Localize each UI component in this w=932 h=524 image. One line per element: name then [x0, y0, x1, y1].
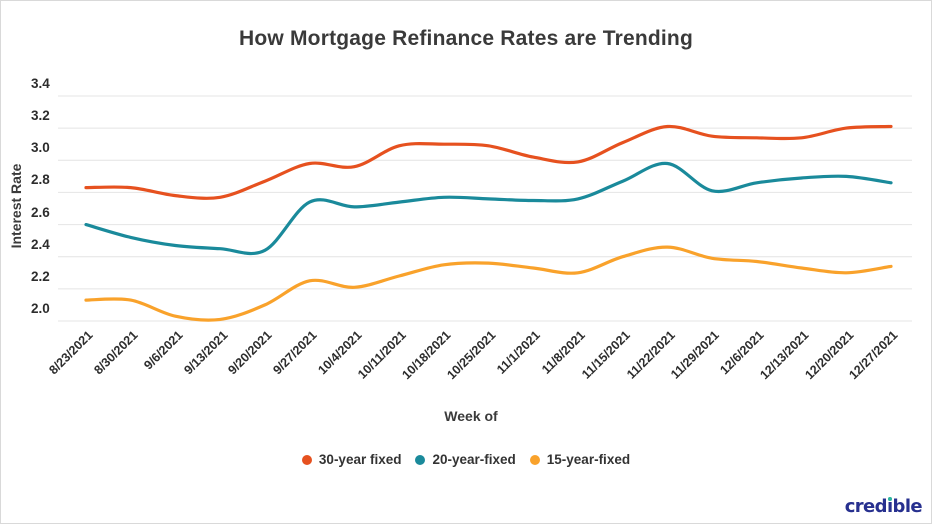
- y-tick-label: 2.8: [31, 172, 50, 188]
- legend-item-15-year-fixed: 15-year-fixed: [529, 452, 631, 467]
- y-axis-title: Interest Rate: [8, 163, 24, 249]
- legend-item-30-year-fixed: 30-year fixed: [301, 452, 402, 467]
- credible-logo: credıble: [844, 496, 923, 517]
- legend-item-20-year-fixed: 20-year-fixed: [415, 452, 516, 467]
- legend-label: 15-year-fixed: [546, 452, 631, 467]
- legend-dot-icon: [415, 454, 426, 465]
- chart-legend: 30-year fixed 20-year-fixed 15-year-fixed: [1, 452, 931, 467]
- line-series-30-year-fixed: [84, 124, 893, 200]
- line-series-20-year-fixed: [84, 161, 893, 256]
- y-tick-label: 2.0: [31, 301, 50, 316]
- legend-label: 30-year fixed: [318, 452, 402, 467]
- chart-title: How Mortgage Refinance Rates are Trendin…: [239, 27, 693, 50]
- legend-dot-icon: [529, 454, 540, 465]
- y-tick-label: 3.0: [31, 140, 50, 156]
- logo-text-start: cred: [844, 496, 888, 517]
- logo-text-end: ble: [892, 496, 923, 517]
- chart-canvas: [58, 95, 912, 322]
- line-series-15-year-fixed: [84, 245, 893, 322]
- y-tick-label: 2.2: [31, 268, 50, 284]
- legend-dot-icon: [301, 454, 312, 465]
- logo-letter-i: ı: [886, 496, 893, 517]
- y-tick-label: 3.4: [31, 76, 50, 91]
- x-axis-title: Week of: [444, 408, 498, 424]
- y-tick-label: 3.2: [31, 108, 50, 124]
- y-tick-label: 2.6: [31, 204, 50, 220]
- y-tick-label: 2.4: [31, 236, 50, 252]
- legend-label: 20-year-fixed: [432, 452, 516, 467]
